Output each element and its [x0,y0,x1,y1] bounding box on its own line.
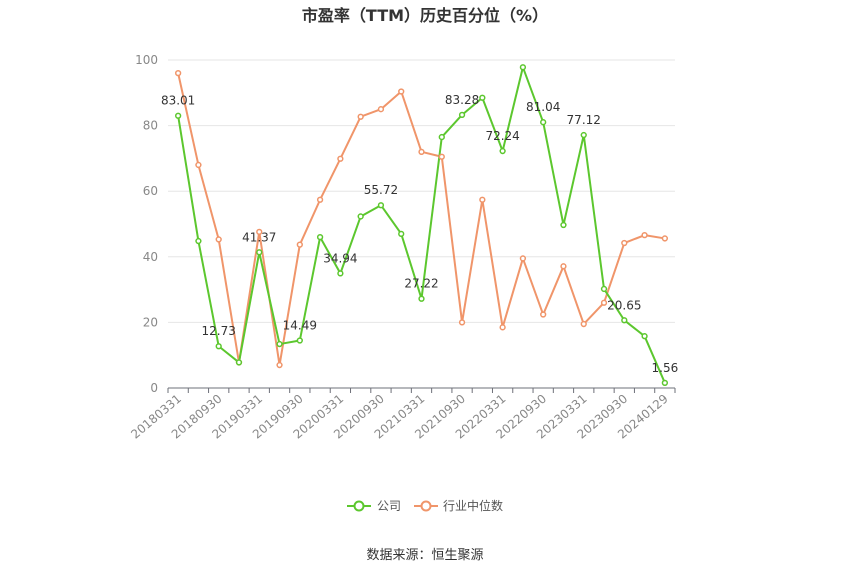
company-point[interactable] [438,133,445,141]
company-point[interactable] [195,237,202,245]
data-label: 1.56 [652,361,679,375]
industry-median-point[interactable] [479,196,486,203]
industry-median-point[interactable] [337,155,344,162]
company-point[interactable] [235,359,243,366]
industry-median-point[interactable] [215,236,222,243]
industry-median-point[interactable] [600,299,608,306]
data-label: 72.24 [485,129,519,143]
company-point[interactable] [215,343,222,350]
legend-industry-marker [420,500,432,512]
company-point[interactable] [276,340,283,348]
grid-lines [168,59,675,323]
company-point[interactable] [458,111,466,118]
industry-median-point[interactable] [499,324,506,331]
y-tick-label: 60 [143,184,158,198]
industry-median-point[interactable] [256,228,263,236]
data-label: 81.04 [526,100,560,114]
industry-median-point[interactable] [296,241,303,248]
company-point[interactable] [641,333,648,340]
company-point[interactable] [337,270,344,277]
industry-median-point[interactable] [398,88,405,95]
legend-industry-label: 行业中位数 [443,498,503,513]
data-source: 数据来源：恒生聚源 [366,548,483,563]
company-point[interactable] [661,379,669,387]
y-tick-label: 40 [143,250,158,264]
industry-median-point[interactable] [276,361,283,369]
data-label: 55.72 [364,183,398,197]
y-tick-label: 0 [150,381,158,395]
industry-median-point[interactable] [418,148,425,155]
data-label: 83.01 [161,94,195,108]
company-point[interactable] [256,249,263,256]
data-label: 34.94 [323,251,357,265]
company-point[interactable] [174,112,182,119]
company-point[interactable] [357,213,364,220]
y-tick-label: 100 [135,53,158,67]
data-label: 83.28 [445,93,479,107]
data-labels: 83.01 12.73 41.37 14.49 34.94 55.72 27.22 83.28… [161,93,678,375]
y-tick-label: 80 [143,119,158,133]
y-tick-label: 20 [143,315,158,329]
industry-median-point[interactable] [641,232,648,239]
company-point[interactable] [560,221,567,229]
company-point[interactable] [540,119,547,126]
legend: 公司 行业中位数 [347,498,503,513]
company-point[interactable] [479,94,486,101]
industry-median-point[interactable] [316,196,324,203]
data-label: 77.12 [567,113,601,127]
company-point[interactable] [499,147,506,155]
series-points [174,64,669,387]
data-label: 20.65 [607,298,641,312]
company-point[interactable] [418,295,425,302]
industry-median-point[interactable] [357,113,364,120]
industry-median-point[interactable] [438,153,445,160]
industry-median-point[interactable] [377,106,385,113]
company-point[interactable] [398,230,405,237]
company-point[interactable] [580,131,587,139]
industry-median-point[interactable] [195,161,202,169]
data-label: 14.49 [283,318,317,332]
industry-median-point[interactable] [540,311,547,318]
legend-item-company[interactable]: 公司 [347,499,401,513]
company-point[interactable] [621,317,628,324]
company-point[interactable] [316,233,324,241]
industry-median-point[interactable] [621,239,628,247]
industry-median-point[interactable] [458,319,466,326]
company-point[interactable] [600,285,608,293]
data-label: 12.73 [202,324,236,338]
company-point[interactable] [296,337,303,344]
industry-median-point[interactable] [560,263,567,270]
company-point[interactable] [519,64,527,71]
industry-median-point[interactable] [519,255,527,262]
industry-median-point[interactable] [174,69,182,77]
industry-median-point[interactable] [661,235,669,242]
industry-median-point[interactable] [580,320,587,328]
chart-title: 市盈率（TTM）历史百分位（%） [302,6,548,25]
company-point[interactable] [377,202,385,209]
x-axis: 2018033120180930201903312019093020200331… [128,387,676,442]
legend-item-industry-median[interactable]: 行业中位数 [414,498,503,513]
data-label: 41.37 [242,230,276,244]
y-axis: 0 20 40 60 80 100 [135,53,158,395]
legend-company-marker [353,500,365,512]
legend-company-label: 公司 [377,499,401,513]
data-label: 27.22 [404,277,438,291]
